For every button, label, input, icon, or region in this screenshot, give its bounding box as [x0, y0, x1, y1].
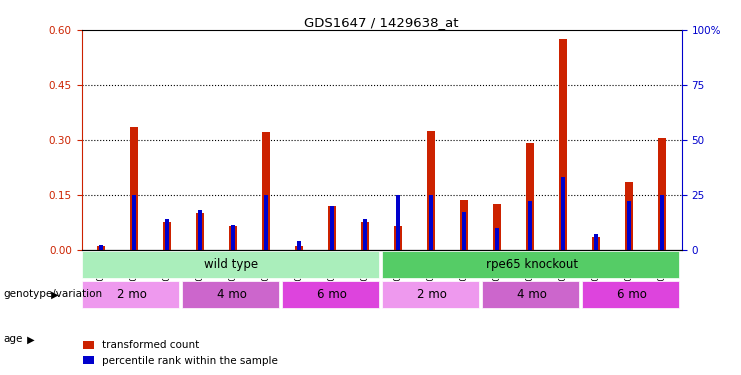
Bar	[262, 132, 270, 249]
Bar	[330, 206, 334, 249]
Bar	[282, 280, 379, 308]
Bar	[559, 39, 567, 249]
Bar	[660, 195, 664, 249]
Bar	[394, 226, 402, 249]
Bar	[82, 251, 379, 278]
Text: age: age	[4, 334, 23, 344]
Bar	[163, 222, 171, 249]
Bar	[196, 213, 205, 249]
Bar	[460, 200, 468, 249]
Bar	[561, 177, 565, 249]
Bar	[82, 249, 682, 268]
Bar	[582, 280, 679, 308]
Bar	[182, 280, 279, 308]
Text: ▶: ▶	[48, 290, 59, 299]
Text: 6 mo: 6 mo	[316, 288, 347, 301]
Bar	[361, 222, 369, 249]
Bar	[199, 210, 202, 249]
Bar	[482, 280, 579, 308]
Text: 4 mo: 4 mo	[516, 288, 547, 301]
Bar	[130, 127, 139, 249]
Bar	[429, 195, 433, 249]
Text: wild type: wild type	[205, 258, 259, 271]
Bar	[82, 280, 179, 308]
Bar	[165, 219, 169, 249]
Text: ▶: ▶	[24, 334, 34, 344]
Bar	[528, 201, 532, 249]
Bar	[493, 204, 501, 249]
Bar	[231, 225, 235, 249]
Bar	[462, 212, 466, 249]
Bar	[627, 201, 631, 249]
Bar	[625, 182, 633, 249]
Bar	[229, 226, 237, 249]
Bar	[592, 237, 600, 249]
Bar	[526, 143, 534, 249]
Text: genotype/variation: genotype/variation	[4, 290, 103, 299]
Bar	[97, 246, 105, 249]
Bar	[265, 195, 268, 249]
Legend: transformed count, percentile rank within the sample: transformed count, percentile rank withi…	[79, 336, 282, 370]
Bar	[594, 234, 598, 249]
Bar	[382, 251, 679, 278]
Bar	[427, 130, 435, 249]
Text: 2 mo: 2 mo	[116, 288, 147, 301]
Bar	[382, 280, 479, 308]
Title: GDS1647 / 1429638_at: GDS1647 / 1429638_at	[305, 16, 459, 29]
Bar	[297, 241, 301, 249]
Bar	[495, 228, 499, 249]
Bar	[658, 138, 666, 249]
Text: rpe65 knockout: rpe65 knockout	[485, 258, 578, 271]
Bar	[363, 219, 367, 249]
Bar	[295, 246, 303, 249]
Bar	[99, 245, 103, 249]
Bar	[328, 206, 336, 249]
Text: 6 mo: 6 mo	[617, 288, 647, 301]
Text: 2 mo: 2 mo	[416, 288, 447, 301]
Bar	[396, 195, 400, 249]
Bar	[133, 195, 136, 249]
Text: 4 mo: 4 mo	[216, 288, 247, 301]
